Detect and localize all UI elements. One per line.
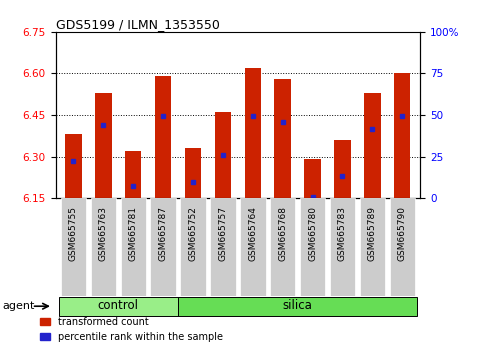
Text: GSM665787: GSM665787 [158, 206, 168, 261]
FancyBboxPatch shape [390, 198, 415, 296]
FancyBboxPatch shape [240, 198, 266, 296]
FancyBboxPatch shape [58, 297, 178, 316]
Bar [364, 93, 381, 198]
FancyBboxPatch shape [360, 198, 385, 296]
FancyBboxPatch shape [330, 198, 355, 296]
Text: GSM665781: GSM665781 [129, 206, 138, 261]
Text: GSM665763: GSM665763 [99, 206, 108, 261]
Bar [394, 74, 411, 198]
Text: GDS5199 / ILMN_1353550: GDS5199 / ILMN_1353550 [56, 18, 219, 31]
Text: GSM665790: GSM665790 [398, 206, 407, 261]
FancyBboxPatch shape [150, 198, 176, 296]
FancyBboxPatch shape [180, 198, 206, 296]
Legend: transformed count, percentile rank within the sample: transformed count, percentile rank withi… [36, 313, 227, 346]
FancyBboxPatch shape [210, 198, 236, 296]
Text: GSM665789: GSM665789 [368, 206, 377, 261]
Text: silica: silica [283, 299, 313, 312]
Text: GSM665764: GSM665764 [248, 206, 257, 261]
Text: GSM665757: GSM665757 [218, 206, 227, 261]
Text: control: control [98, 299, 139, 312]
Bar [215, 112, 231, 198]
Bar [65, 135, 82, 198]
Text: GSM665780: GSM665780 [308, 206, 317, 261]
Text: GSM665752: GSM665752 [188, 206, 198, 261]
FancyBboxPatch shape [121, 198, 146, 296]
Bar [274, 79, 291, 198]
FancyBboxPatch shape [91, 198, 116, 296]
FancyBboxPatch shape [300, 198, 326, 296]
Text: GSM665755: GSM665755 [69, 206, 78, 261]
Bar [95, 93, 112, 198]
Text: agent: agent [2, 301, 35, 311]
FancyBboxPatch shape [270, 198, 296, 296]
Text: GSM665783: GSM665783 [338, 206, 347, 261]
Bar [185, 148, 201, 198]
Text: GSM665768: GSM665768 [278, 206, 287, 261]
Bar [244, 68, 261, 198]
Bar [155, 76, 171, 198]
Bar [334, 140, 351, 198]
Bar [304, 159, 321, 198]
Bar [125, 151, 142, 198]
FancyBboxPatch shape [61, 198, 86, 296]
FancyBboxPatch shape [178, 297, 417, 316]
